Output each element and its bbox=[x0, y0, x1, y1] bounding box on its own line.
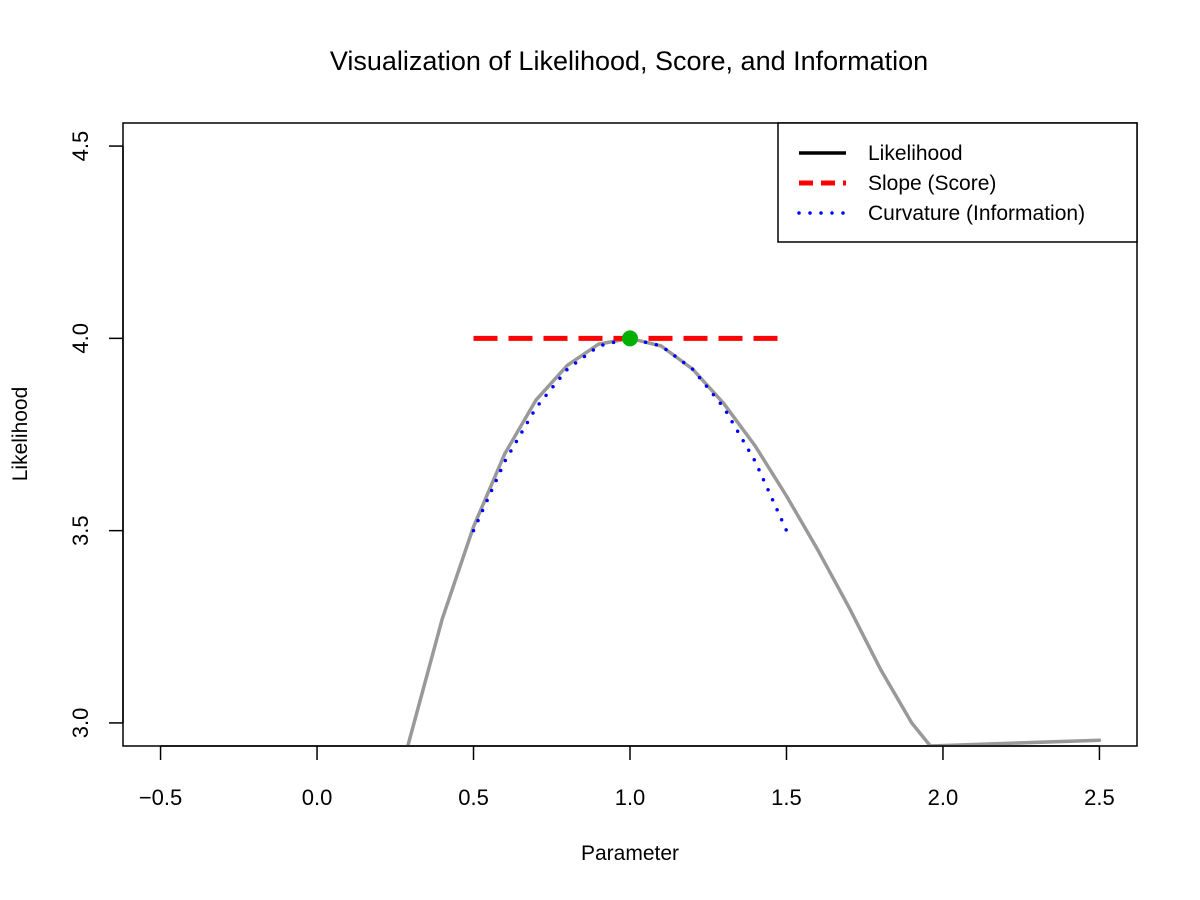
mle-point bbox=[622, 330, 638, 347]
x-tick-label: 1.5 bbox=[771, 785, 802, 810]
chart-title: Visualization of Likelihood, Score, and … bbox=[330, 46, 928, 76]
y-tick-label: 4.5 bbox=[68, 131, 93, 162]
legend-label: Slope (Score) bbox=[868, 172, 996, 195]
plot-area bbox=[406, 330, 1102, 746]
legend-box bbox=[777, 122, 1138, 243]
legend: Likelihood Slope (Score) Curvature (Inform… bbox=[777, 122, 1138, 243]
x-tick-label: −0.5 bbox=[139, 785, 182, 810]
y-tick-label: 3.0 bbox=[68, 708, 93, 739]
y-tick-label: 4.0 bbox=[68, 323, 93, 354]
likelihood-line bbox=[406, 336, 1102, 746]
x-tick-label: 0.0 bbox=[302, 785, 333, 810]
x-axis-title: Parameter bbox=[581, 842, 679, 865]
y-tick-label: 3.5 bbox=[68, 515, 93, 546]
x-tick-label: 2.5 bbox=[1084, 785, 1115, 810]
legend-label: Curvature (Information) bbox=[868, 202, 1085, 225]
x-tick-label: 1.0 bbox=[615, 785, 646, 810]
axes: −0.5 0.0 0.5 1.0 1.5 2.0 2.5 3.0 3.5 4.0 4.5 bbox=[68, 131, 1115, 810]
information-line bbox=[471, 336, 789, 533]
legend-label: Likelihood bbox=[868, 142, 963, 165]
x-tick-label: 0.5 bbox=[458, 785, 489, 810]
plot-frame bbox=[122, 122, 1138, 747]
x-tick-label: 2.0 bbox=[928, 785, 959, 810]
y-axis-title: Likelihood bbox=[9, 387, 32, 482]
